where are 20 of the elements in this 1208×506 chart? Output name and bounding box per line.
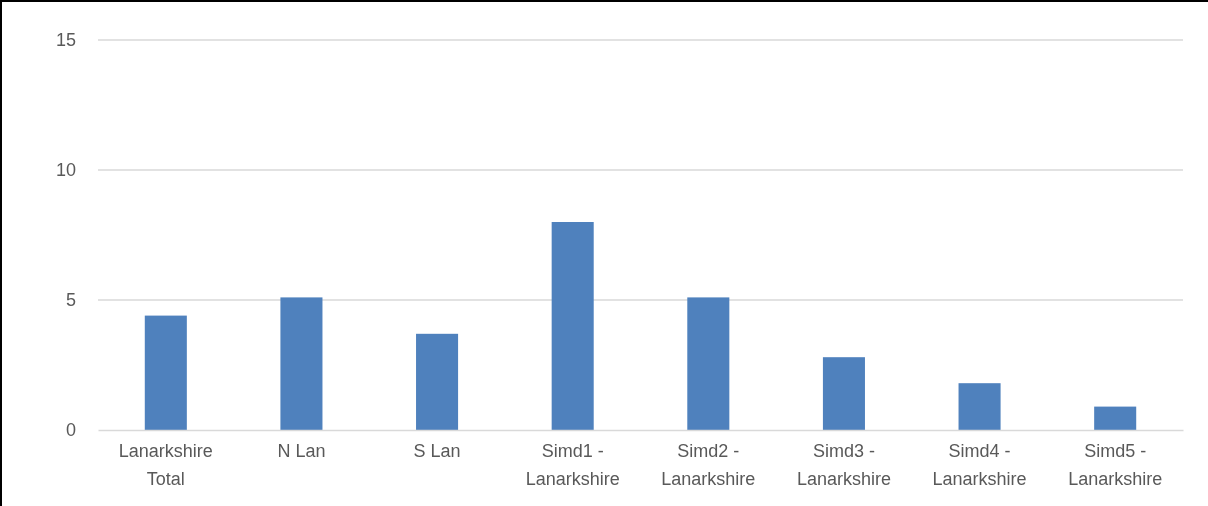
x-tick-label: S Lan bbox=[413, 440, 461, 461]
bar bbox=[280, 297, 323, 430]
y-tick-label: 5 bbox=[65, 290, 76, 311]
x-tick-label: Simd1 - Lanarkshire bbox=[525, 440, 620, 489]
y-tick-label: 15 bbox=[55, 30, 76, 51]
y-tick-label: 0 bbox=[65, 420, 76, 441]
y-tick-label: 10 bbox=[55, 160, 76, 181]
bar bbox=[1094, 406, 1137, 430]
bar bbox=[416, 333, 459, 430]
bar bbox=[687, 297, 730, 430]
bar bbox=[551, 222, 594, 430]
x-tick-label: Simd4 - Lanarkshire bbox=[932, 440, 1027, 489]
x-tick-label: Lanarkshire Total bbox=[118, 440, 213, 489]
x-tick-label: Simd2 - Lanarkshire bbox=[661, 440, 756, 489]
x-tick-label: Simd3 - Lanarkshire bbox=[796, 440, 891, 489]
bar bbox=[144, 315, 187, 430]
x-tick-label: Simd5 - Lanarkshire bbox=[1068, 440, 1163, 489]
bar bbox=[958, 383, 1001, 430]
bar bbox=[822, 357, 865, 430]
x-tick-label: N Lan bbox=[277, 440, 326, 461]
